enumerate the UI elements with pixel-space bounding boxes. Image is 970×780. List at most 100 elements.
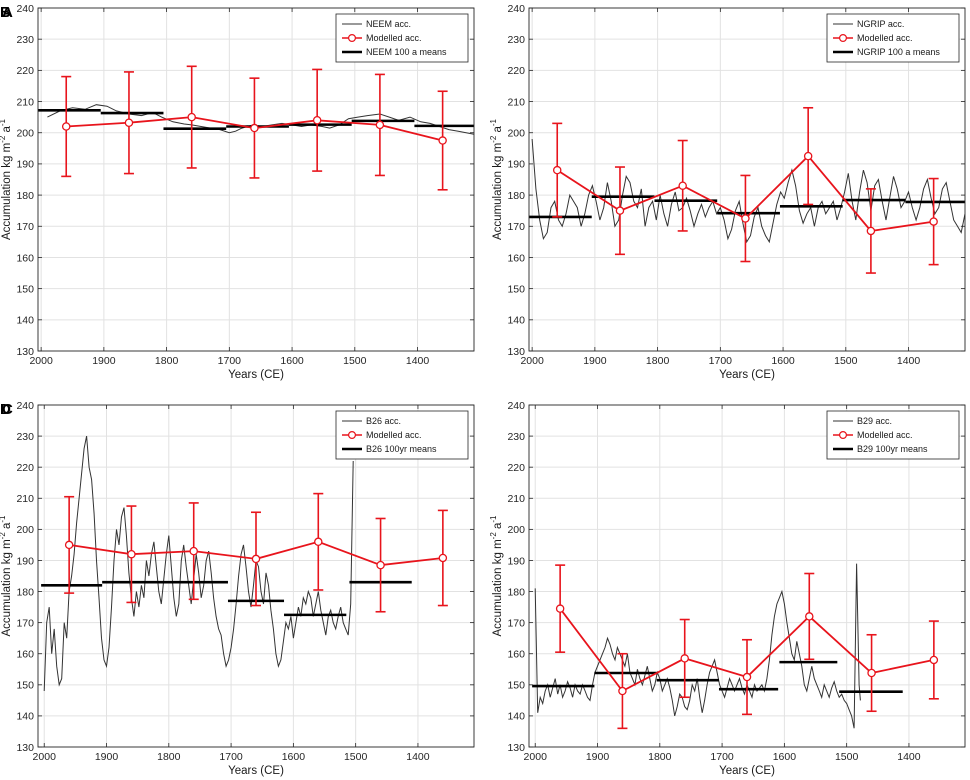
raw-accumulation-line — [531, 138, 965, 244]
y-axis-label-sup-m: -2 — [0, 532, 7, 540]
y-tick-label: 230 — [16, 34, 34, 46]
x-tick-label: 1400 — [406, 355, 430, 367]
y-axis-label-mid: a — [1, 522, 13, 532]
modelled-point — [438, 136, 447, 145]
y-tick-label: 210 — [507, 96, 525, 108]
y-axis-label-mid: a — [492, 522, 504, 532]
modelled-point — [250, 123, 259, 133]
y-tick-label: 140 — [16, 711, 34, 723]
legend-modelled-marker — [838, 431, 847, 440]
panel-label: C — [2, 401, 13, 418]
modelled-point — [742, 672, 752, 682]
y-axis-label: Accumulation kg m-2 a-1 — [489, 515, 504, 637]
panel-b-axes-box — [528, 7, 966, 352]
modelled-point — [618, 686, 627, 696]
panel-a-background — [38, 8, 474, 351]
y-tick-label: 220 — [507, 65, 525, 77]
y-axis-label-sup-m: -2 — [489, 532, 498, 540]
y-tick-label: 180 — [507, 586, 525, 598]
x-tick-label: 1800 — [646, 355, 670, 367]
y-tick-label: 210 — [16, 96, 34, 108]
x-tick-label: 2000 — [520, 355, 544, 367]
y-tick-label: 230 — [507, 34, 525, 46]
y-axis-label-mid: a — [492, 126, 504, 136]
legend-entry-label: Modelled acc. — [857, 33, 913, 43]
modelled-point — [552, 165, 562, 175]
modelled-point — [376, 560, 385, 570]
modelled-point — [741, 214, 750, 223]
panel-c-axes-box — [37, 404, 475, 748]
x-tick-label: 1400 — [406, 751, 430, 763]
y-axis-label-main: Accumulation kg m — [1, 143, 13, 240]
legend-entry-label: Modelled acc. — [857, 430, 913, 440]
legend-entry-label: NEEM acc. — [366, 19, 411, 29]
legend: B26 acc. Modelled acc. B26 100yr means — [335, 410, 469, 460]
modelled-point — [312, 116, 322, 125]
y-axis-label-sup-a: -1 — [489, 515, 498, 523]
y-tick-label: 240 — [507, 400, 525, 412]
y-axis-label-sup-a: -1 — [0, 515, 7, 523]
y-tick-label: 150 — [16, 283, 34, 295]
y-tick-label: 160 — [507, 649, 525, 661]
y-axis-label-sup-m: -2 — [489, 135, 498, 143]
modelled-point — [805, 612, 814, 621]
panel-b-background — [529, 8, 965, 351]
legend-entry-label: B29 100yr means — [857, 444, 928, 454]
modelled-point — [187, 112, 196, 122]
modelled-point — [866, 226, 876, 236]
x-axis-label: Years (CE) — [719, 765, 775, 777]
y-axis-label-mid: a — [1, 126, 13, 136]
y-axis-label-sup-a: -1 — [0, 118, 7, 126]
y-axis-label-main: Accumulation kg m — [492, 539, 504, 636]
y-tick-label: 130 — [16, 742, 34, 754]
x-tick-label: 1400 — [897, 355, 921, 367]
panel-a-plot-area — [38, 65, 474, 191]
x-tick-label: 1900 — [583, 355, 607, 367]
x-tick-label: 1600 — [771, 355, 795, 367]
modelled-point — [615, 206, 625, 215]
x-tick-label: 1600 — [282, 751, 306, 763]
legend: B29 acc. Modelled acc. B29 100yr means — [826, 410, 960, 460]
y-tick-label: 240 — [16, 3, 34, 15]
legend-modelled-marker — [348, 431, 357, 440]
x-tick-label: 1800 — [155, 355, 179, 367]
legend-entry-label: B29 acc. — [857, 416, 892, 426]
modelled-point — [929, 655, 939, 665]
panel-d: 2000 1900 1800 1700 1600 1500 1400 130 140 150 160… — [0, 400, 966, 777]
x-tick-label: 1800 — [157, 751, 181, 763]
panel-d-axes-box — [528, 404, 966, 748]
legend-entry-label: NGRIP acc. — [857, 19, 904, 29]
panel-a: 2000 1900 1800 1700 1600 1500 1400 130 140 150 160… — [0, 3, 475, 381]
y-axis-label-main: Accumulation kg m — [1, 539, 13, 636]
y-tick-label: 160 — [16, 649, 34, 661]
x-tick-label: 1700 — [710, 751, 734, 763]
y-tick-label: 130 — [507, 346, 525, 358]
panel-b-plot-area — [529, 106, 965, 274]
y-tick-label: 140 — [16, 315, 34, 327]
y-tick-label: 190 — [16, 159, 34, 171]
legend: NEEM acc. Modelled acc. NEEM 100 a means — [335, 13, 469, 63]
y-tick-label: 190 — [16, 555, 34, 567]
y-tick-label: 180 — [507, 190, 525, 202]
y-tick-label: 210 — [16, 493, 34, 505]
modelled-point — [314, 537, 323, 547]
y-tick-label: 170 — [16, 617, 34, 629]
y-axis-label-sup-m: -2 — [0, 135, 7, 143]
panel-label: D — [0, 401, 11, 418]
y-tick-label: 210 — [507, 493, 525, 505]
x-tick-label: 1500 — [343, 355, 367, 367]
x-tick-label: 1500 — [344, 751, 368, 763]
y-tick-label: 230 — [507, 431, 525, 443]
x-tick-label: 1900 — [92, 355, 116, 367]
modelled-point — [189, 546, 198, 556]
y-tick-label: 150 — [16, 680, 34, 692]
x-tick-label: 1600 — [773, 751, 797, 763]
x-tick-label: 2000 — [33, 751, 57, 763]
modelled-point — [929, 217, 938, 226]
raw-accumulation-line — [534, 563, 861, 729]
panel-label: B — [0, 4, 11, 21]
legend-entry-label: NEEM 100 a means — [366, 47, 447, 57]
legend-modelled-marker — [838, 33, 847, 42]
x-tick-label: 1800 — [648, 751, 672, 763]
panel-label: A — [2, 4, 13, 21]
